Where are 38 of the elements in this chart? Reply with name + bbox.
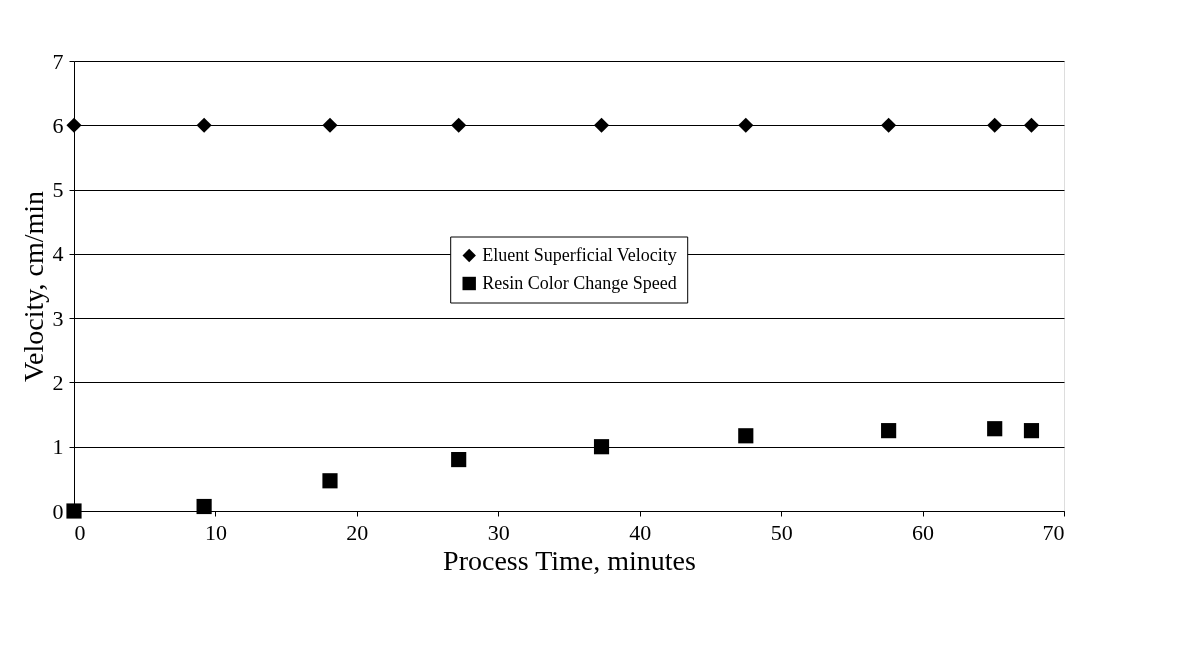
y-tick-label: 4 bbox=[52, 241, 64, 267]
point bbox=[322, 117, 338, 133]
x-tick-label: 50 bbox=[770, 519, 793, 545]
x-tick-label: 0 bbox=[74, 519, 86, 545]
y-tick-label: 7 bbox=[52, 48, 64, 74]
point bbox=[1023, 423, 1040, 439]
point bbox=[196, 498, 212, 515]
point bbox=[593, 117, 610, 133]
x-tick-label: 20 bbox=[346, 519, 369, 545]
x-tick-label: 10 bbox=[204, 519, 227, 545]
y-tick-label: 0 bbox=[52, 498, 64, 524]
y-axis-title: Velocity, cm/min bbox=[17, 190, 49, 383]
point bbox=[881, 423, 897, 439]
point bbox=[66, 117, 82, 133]
y-tick-label: 5 bbox=[52, 177, 64, 203]
x-tick-label: 30 bbox=[487, 519, 510, 545]
point bbox=[593, 439, 610, 455]
y-tick-label: 3 bbox=[52, 305, 64, 331]
point bbox=[196, 117, 212, 133]
point bbox=[987, 421, 1003, 437]
point bbox=[738, 117, 754, 133]
point bbox=[66, 503, 82, 519]
x-axis-title: Process Time, minutes bbox=[443, 544, 696, 576]
x-tick-label: 70 bbox=[1042, 519, 1065, 545]
point bbox=[451, 451, 467, 468]
point bbox=[1023, 117, 1040, 133]
point bbox=[322, 473, 338, 489]
point bbox=[881, 117, 897, 133]
y-tick-label: 1 bbox=[52, 434, 64, 460]
point bbox=[451, 117, 467, 133]
legend-label: Resin Color Change Speed bbox=[482, 272, 677, 293]
y-tick-label: 2 bbox=[52, 369, 64, 395]
point bbox=[987, 117, 1003, 133]
legend-label: Eluent Superficial Velocity bbox=[482, 244, 677, 265]
x-tick-label: 60 bbox=[912, 519, 935, 545]
x-tick-label: 40 bbox=[629, 519, 652, 545]
y-tick-label: 6 bbox=[52, 112, 64, 138]
point bbox=[738, 428, 754, 444]
